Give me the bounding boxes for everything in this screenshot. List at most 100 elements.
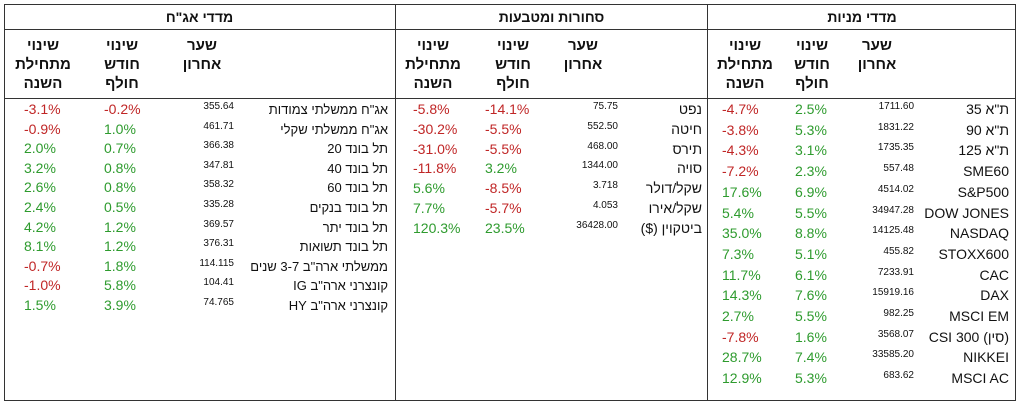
stocks-last-price: 683.62 [883,370,914,381]
stocks-ytd-change: 2.7% [722,308,754,324]
stocks-name: CAC [979,267,1009,283]
stocks-ytd-change: -3.8% [722,122,759,138]
bonds-name: תל בונד יתר [322,220,388,235]
stocks-name: STOXX600 [938,246,1009,262]
stocks-month-change: 2.5% [795,101,827,117]
bonds-month-change: 0.8% [104,160,136,176]
stocks-last-price: 33585.20 [872,349,914,360]
bonds-ytd-change: 4.2% [24,219,56,235]
commodities-name: חיטה [671,121,702,137]
bonds-last-price: 376.31 [203,238,234,249]
commodities-month-change: -5.7% [485,200,522,216]
header-divider [4,98,1016,99]
bonds-ytd-change: 8.1% [24,238,56,254]
stocks-name: S&P500 [957,184,1009,200]
bonds-last-price: 355.64 [203,101,234,112]
bonds-ytd-change: -3.1% [24,101,61,117]
commodities-last-price: 1344.00 [581,160,618,171]
bonds-name: תל בונד 40 [327,161,388,176]
bonds-month-change: 0.5% [104,199,136,215]
commodities-last-price: 4.053 [592,200,618,211]
stocks-header-ytd: שינוי מתחילת השנה [717,37,773,92]
bonds-last-price: 369.57 [203,219,234,230]
bonds-last-price: 358.32 [203,179,234,190]
stocks-month-change: 6.1% [795,267,827,283]
commodities-name: סויה [676,160,702,176]
bonds-month-change: 3.9% [104,297,136,313]
commodities-ytd-change: 5.6% [413,180,445,196]
stocks-last-price: 34947.28 [872,205,914,216]
stocks-title: מדדי מניות [827,9,897,25]
stocks-header-month: שינוי חודש חולף [794,37,830,92]
commodities-ytd-change: -11.8% [413,160,457,176]
stocks-name: DAX [980,287,1009,303]
commodities-header-month: שינוי חודש חולף [495,37,531,92]
bonds-name: תל בונד בנקים [309,200,388,215]
commodities-last-price: 468.00 [587,141,618,152]
bonds-month-change: 1.2% [104,238,136,254]
stocks-name: CSI 300 (סין) [928,329,1009,345]
bonds-ytd-change: 2.0% [24,140,56,156]
stocks-ytd-change: -7.8% [722,329,759,345]
bonds-name: קונצרני ארה"ב IG [293,278,388,293]
bonds-ytd-change: 1.5% [24,297,56,313]
bonds-month-change: 0.7% [104,140,136,156]
bonds-last-price: 335.28 [203,199,234,210]
commodities-last-price: 75.75 [592,101,618,112]
stocks-last-price: 4514.02 [877,184,914,195]
bonds-name: תל בונד תשואות [299,239,388,254]
stocks-ytd-change: 17.6% [722,184,762,200]
stocks-last-price: 557.48 [883,163,914,174]
bonds-name: תל בונד 60 [327,180,388,195]
stocks-last-price: 15919.16 [872,287,914,298]
bonds-ytd-change: 2.4% [24,199,56,215]
commodities-month-change: -14.1% [485,101,530,117]
bonds-header-price: שער אחרון [182,37,222,73]
bonds-ytd-change: 2.6% [24,179,56,195]
stocks-name: NIKKEI [963,349,1009,365]
stocks-ytd-change: 11.7% [722,267,761,283]
commodities-name: נפט [678,101,702,117]
stocks-ytd-change: 14.3% [722,287,762,303]
stocks-last-price: 7233.91 [877,267,914,278]
bonds-month-change: 1.2% [104,219,136,235]
bonds-month-change: 1.8% [104,258,136,274]
stocks-month-change: 6.9% [795,184,827,200]
stocks-name: ת"א 90 [966,122,1009,138]
stocks-month-change: 5.5% [795,308,827,324]
stocks-month-change: 5.3% [795,370,827,386]
bonds-name: קונצרני ארה"ב HY [288,298,388,313]
bonds-ytd-change: -0.9% [24,121,61,137]
stocks-month-change: 5.1% [795,246,827,262]
bonds-last-price: 347.81 [203,160,234,171]
stocks-last-price: 982.25 [883,308,914,319]
commodities-name: ביטקוין ($) [640,220,702,236]
commodities-title: סחורות ומטבעות [498,9,605,25]
bonds-last-price: 461.71 [203,121,234,132]
stocks-header-price: שער אחרון [857,37,897,73]
stocks-last-price: 1711.60 [878,101,914,112]
stocks-name: SME60 [963,163,1009,179]
stocks-ytd-change: 7.3% [722,246,754,262]
commodities-ytd-change: -30.2% [413,121,458,137]
bonds-name: אג"ח ממשלתי שקלי [280,122,388,137]
commodities-name: שקל/אירו [648,200,702,216]
stocks-name: NASDAQ [949,225,1009,241]
commodities-month-change: 23.5% [485,220,525,236]
bonds-ytd-change: 3.2% [24,160,56,176]
stocks-last-price: 1735.35 [877,142,914,153]
commodities-month-change: -8.5% [485,180,522,196]
stocks-ytd-change: -4.3% [722,142,759,158]
bonds-last-price: 104.41 [203,277,234,288]
commodities-ytd-change: -5.8% [413,101,450,117]
stocks-last-price: 455.82 [883,246,914,257]
stocks-name: MSCI EM [949,308,1009,324]
stocks-name: DOW JONES [924,205,1009,221]
stocks-ytd-change: 12.9% [722,370,762,386]
stocks-last-price: 1831.22 [877,122,914,133]
bonds-ytd-change: -0.7% [24,258,61,274]
stocks-ytd-change: 35.0% [722,225,762,241]
commodities-month-change: 3.2% [485,160,517,176]
stocks-last-price: 14125.48 [872,225,914,236]
stocks-month-change: 7.6% [795,287,827,303]
